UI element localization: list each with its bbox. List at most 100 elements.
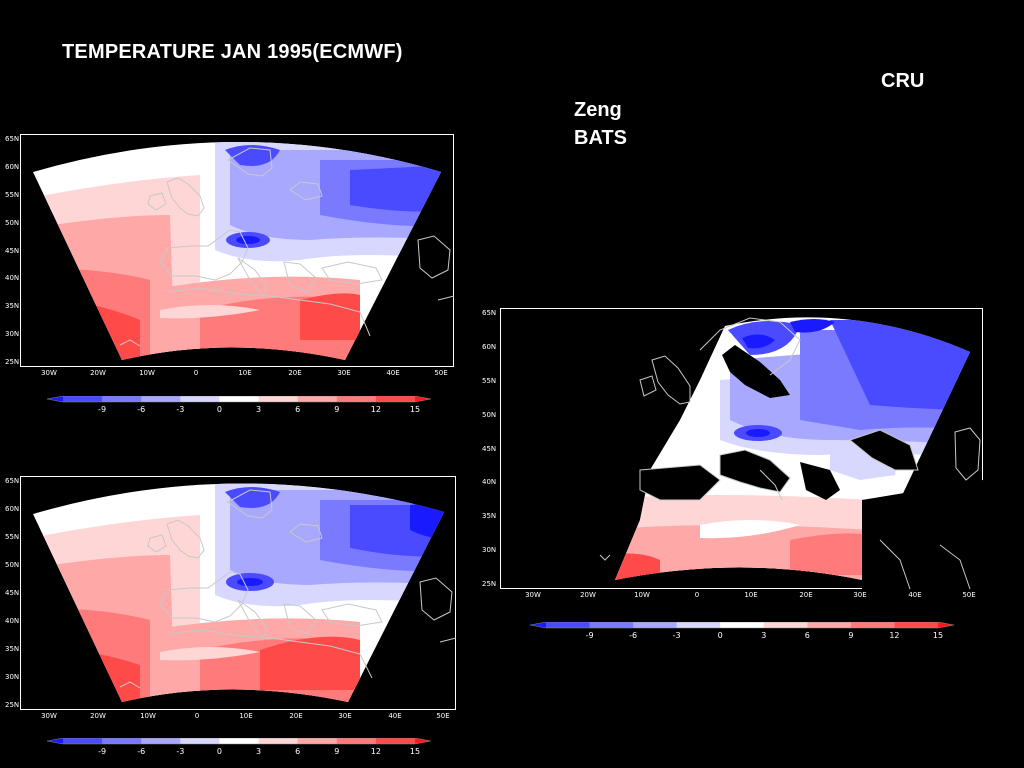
colorbar-tick-label: 15 [410,747,420,756]
colorbar-tick-label: -9 [98,747,106,756]
colorbar-segment [336,396,377,402]
colorbar-segment [63,396,103,402]
colorbar-segment [546,622,591,628]
colorbar-tick-label: 9 [848,631,853,640]
colorbar-high-arrow [938,622,954,628]
colorbar-segment [375,738,416,744]
colorbar-tick-label: 9 [334,747,339,756]
colorbar-tick-label: -6 [629,631,637,640]
cru-lon-tick: 30W [525,591,541,599]
colorbar-segment [589,622,634,628]
colorbar-low-arrow [47,396,63,402]
colorbar-tick-label: 3 [761,631,766,640]
bats-lat-tick: 45N [5,589,20,597]
bats-lon-tick: 0 [194,712,200,720]
bats-colorbar: -9-6-30369121518 [47,738,431,756]
colorbar-segment [720,622,765,628]
cru-lon-tick: 30E [853,591,867,599]
colorbar-segment [258,396,299,402]
colorbar-tick-label: 3 [256,405,261,414]
bats-label: BATS [574,127,627,149]
cru-lat-tick: 55N [482,376,497,385]
bats-lon-tick: 50E [436,712,450,720]
zeng-lon-tick: 20W [90,369,106,377]
cru-map-frame [500,308,983,589]
colorbar-segment [763,622,808,628]
colorbar-segment [102,396,142,402]
colorbar-tick-label: -3 [176,747,184,756]
cru-lat-tick: 30N [482,546,497,555]
cru-lon-tick: 20E [799,591,813,599]
zeng-lat-tick: 55N [5,190,20,199]
colorbar-tick-label: -3 [176,405,184,414]
bats-lat-tick: 60N [5,505,20,513]
colorbar-tick-label: 6 [295,405,300,414]
cru-lon-tick: 10W [634,591,650,599]
cru-lat-tick: 60N [482,342,497,351]
zeng-lon-tick: 30W [41,369,57,377]
cru-lon-tick: 10E [744,591,758,599]
page-title: TEMPERATURE JAN 1995(ECMWF) [62,41,403,63]
zeng-lat-tick: 25N [5,358,20,366]
cru-label: CRU [881,70,925,92]
zeng-colorbar: -9-6-30369121518 [47,396,431,414]
bats-lon-tick: 30E [338,712,352,720]
colorbar-segment [102,738,142,744]
bats-lon-tick: 20E [289,712,303,720]
colorbar-segment [633,622,678,628]
colorbar-tick-label: -9 [586,631,594,640]
colorbar-segment [141,738,181,744]
cru-lat-tick: 45N [482,444,497,453]
bats-lat-tick: 25N [5,701,20,709]
cru-lon-tick: 20W [580,591,596,599]
bats-lat-tick: 35N [5,645,20,653]
zeng-lon-tick: 50E [434,369,448,377]
colorbar-segment [297,738,338,744]
colorbar-tick-label: 12 [371,405,381,414]
bats-lon-tick: 10E [239,712,253,720]
bats-lon-tick: 30W [41,712,57,720]
zeng-lat-tick: 50N [5,218,20,227]
colorbar-high-arrow [415,396,431,402]
bats-lat-tick: 55N [5,533,20,541]
colorbar-segment [676,622,721,628]
zeng-lat-tick: 45N [5,246,20,255]
colorbar-segment [219,738,260,744]
colorbar-tick-label: -9 [98,405,106,414]
colorbar-segment [258,738,299,744]
colorbar-segment [141,396,181,402]
cru-lat-tick: 25N [482,580,497,588]
bats-lon-tick: 20W [90,712,106,720]
colorbar-tick-label: 12 [371,747,381,756]
colorbar-low-arrow [47,738,63,744]
zeng-lat-tick: 35N [5,302,20,311]
colorbar-segment [63,738,103,744]
zeng-lon-tick: 20E [288,369,302,377]
zeng-lat-tick: 40N [5,274,20,283]
zeng-lon-tick: 10W [139,369,155,377]
zeng-lon-tick: 10E [238,369,252,377]
zeng-lat-tick: 30N [5,330,20,339]
bats-lat-tick: 40N [5,617,20,625]
zeng-lat-tick: 65N [5,135,20,143]
colorbar-tick-label: 15 [410,405,420,414]
cru-colorbar: -9-6-30369121518 [530,622,954,640]
colorbar-segment [336,738,377,744]
colorbar-segment [850,622,895,628]
cru-lat-tick: 65N [482,309,497,317]
cru-lat-tick: 35N [482,512,497,521]
zeng-lat-tick: 60N [5,162,20,171]
cru-lon-tick: 50E [962,591,976,599]
colorbar-tick-label: 0 [217,747,222,756]
colorbar-tick-label: -3 [673,631,681,640]
bats-lon-tick: 10W [140,712,156,720]
colorbar-segment [894,622,939,628]
colorbar-tick-label: 6 [805,631,810,640]
bats-map-frame [20,476,456,710]
colorbar-high-arrow [415,738,431,744]
